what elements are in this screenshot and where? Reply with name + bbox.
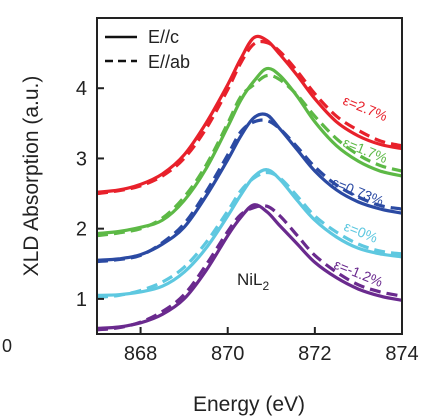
x-tick-label: 868 — [124, 343, 157, 365]
y-tick-label: 1 — [76, 289, 87, 311]
legend-label-e-c: E//c — [148, 27, 179, 47]
sample-label-subscript: 2 — [263, 279, 270, 293]
x-tick-label: 872 — [298, 343, 331, 365]
legend: E//c E//ab — [105, 27, 190, 72]
x-tick-label: 874 — [385, 343, 418, 365]
series-0-e-c-line — [97, 34, 402, 194]
sample-label: NiL2 — [237, 270, 270, 293]
plot-frame — [96, 17, 403, 335]
y-tick-label: 3 — [76, 148, 87, 170]
series-3-e-c-line — [97, 168, 402, 297]
y-axis-title: XLD Absorption (a.u.) — [20, 76, 43, 277]
series-0-e-ab-line — [97, 39, 402, 196]
strain-label-2: ε=0.73% — [330, 174, 386, 209]
strain-label-3: ε=0% — [342, 218, 380, 246]
left-edge-glyph: 0 — [2, 336, 12, 356]
strain-label-0: ε=2.7% — [341, 92, 390, 124]
y-tick-label: 2 — [76, 219, 87, 241]
legend-label-e-ab: E//ab — [148, 52, 190, 72]
series-1-e-c-line — [97, 66, 402, 236]
sample-label-main: NiL — [237, 270, 263, 289]
series-4-e-c-line — [97, 203, 402, 330]
series-4-e-ab-line — [97, 204, 402, 332]
x-tick-label: 870 — [211, 343, 244, 365]
series-2-e-c-line — [97, 112, 402, 262]
y-tick-label: 4 — [76, 78, 87, 100]
x-axis-title: Energy (eV) — [193, 393, 305, 416]
